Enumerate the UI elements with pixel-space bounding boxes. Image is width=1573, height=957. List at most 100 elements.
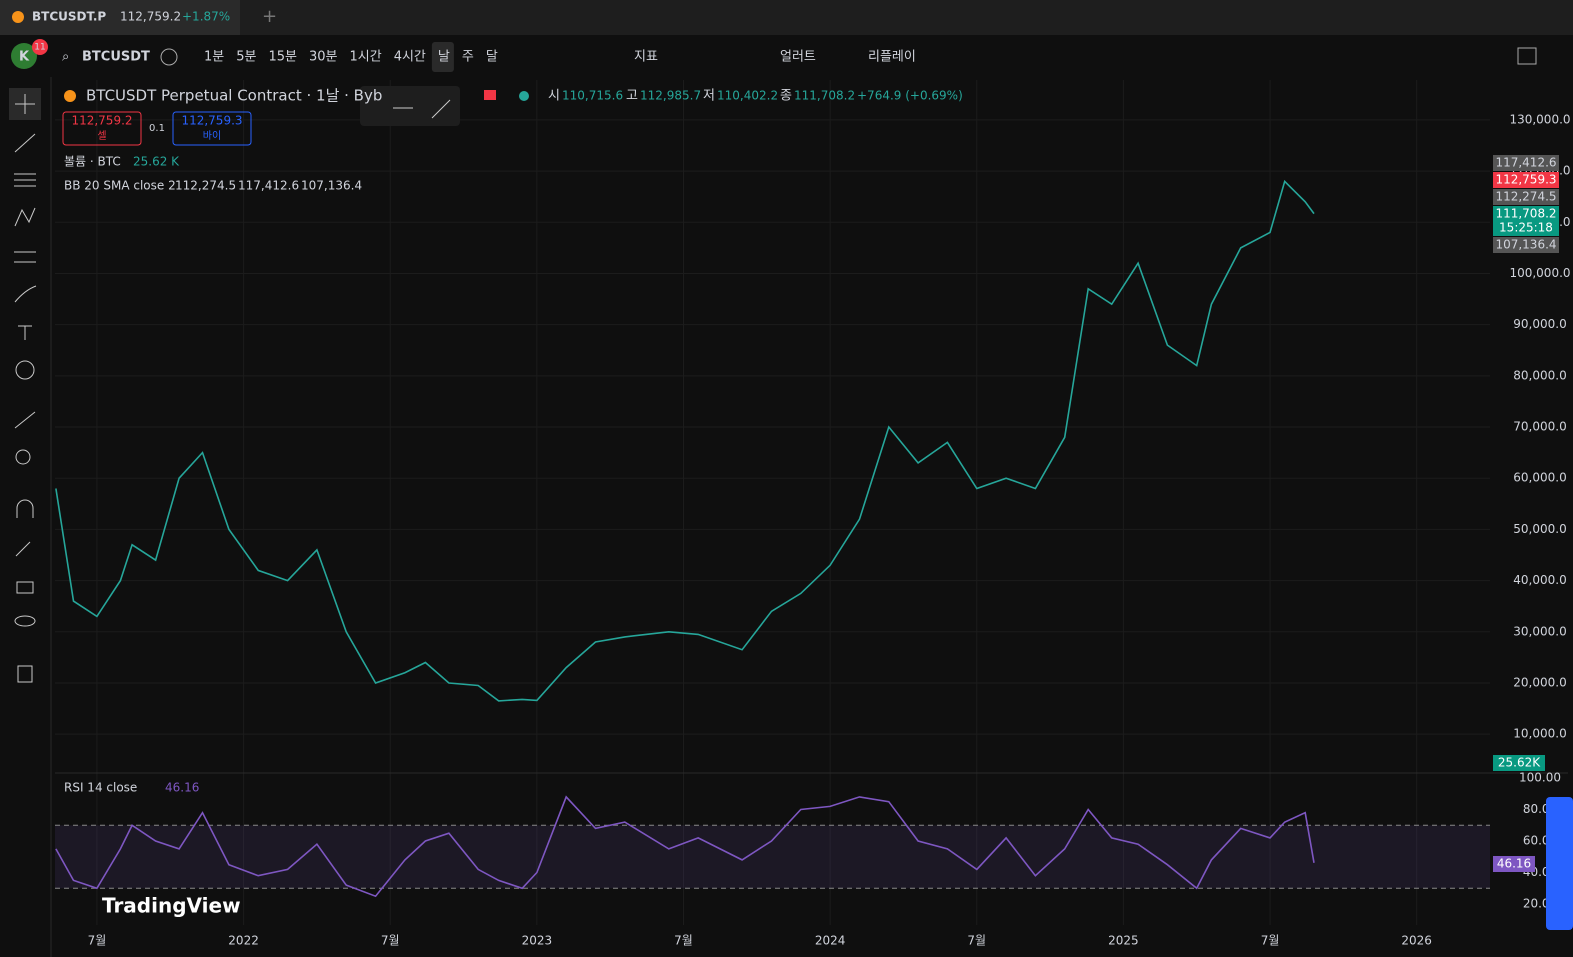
y-tick-label: 60,000.0	[1513, 471, 1566, 485]
search-symbol[interactable]: BTCUSDT	[82, 50, 150, 65]
series-line	[55, 179, 1315, 702]
avatar-letter: K	[19, 50, 30, 65]
y-tick-label: 10,000.0	[1513, 727, 1566, 741]
basis-tag	[1493, 189, 1559, 205]
countdown: 15:25:18	[1499, 221, 1553, 235]
y-tick-label: 130,000.0	[1509, 112, 1570, 126]
y-tick-label: 100.00	[1519, 771, 1561, 785]
volume-label: 볼륨 · BTC	[64, 155, 121, 169]
volume-tag	[1493, 755, 1545, 771]
bb-basis: 112,274.5	[175, 179, 236, 193]
floating-toolbar[interactable]	[360, 86, 460, 126]
price-pane	[55, 80, 1490, 770]
y-tick-label: 50,000.0	[1513, 522, 1566, 536]
market-status	[519, 91, 529, 101]
last-label: 112,759.3	[1495, 173, 1556, 187]
bb-label: BB 20 SMA close 2	[64, 179, 176, 193]
interval-active	[431, 42, 454, 72]
series-line	[55, 795, 1315, 898]
symbol-icon	[64, 90, 76, 102]
new-tab[interactable]: +	[262, 6, 277, 27]
interval-button[interactable]: 날	[438, 50, 450, 65]
x-tick-label: 7월	[381, 934, 400, 948]
toolbar	[0, 35, 1573, 77]
legend-title: BTCUSDT Perpetual Contract · 1날 · Byb	[86, 87, 382, 105]
buy-label: 바이	[203, 130, 221, 142]
interval-button[interactable]: 1분	[204, 50, 224, 65]
interval-button[interactable]: 4시간	[394, 50, 426, 65]
badge	[32, 39, 48, 55]
upper-tag	[1493, 155, 1559, 171]
drawing-tools[interactable]	[9, 88, 41, 683]
compare-button[interactable]	[160, 48, 178, 66]
h-label: 고	[626, 89, 638, 104]
x-tick-label: 2024	[815, 934, 846, 948]
lower-label: 107,136.4	[1495, 238, 1556, 252]
replay-button[interactable]: 리플레이	[868, 50, 916, 65]
tab[interactable]	[0, 0, 240, 35]
l-value: 110,402.2	[717, 89, 778, 103]
x-tick-label: 2026	[1401, 934, 1432, 948]
lower-tag	[1493, 237, 1559, 253]
o-value: 110,715.6	[562, 89, 623, 103]
h-value: 112,985.7	[640, 89, 701, 103]
indicators-button[interactable]: 지표	[634, 50, 658, 65]
side-panel-tab[interactable]	[1546, 797, 1573, 930]
basis-label: 112,274.5	[1495, 190, 1556, 204]
rsi-title: RSI 14 close	[64, 781, 137, 795]
left-sidebar	[0, 77, 51, 957]
o-label: 시	[548, 89, 560, 104]
interval-button[interactable]: 주	[462, 50, 474, 65]
price-labels: 117,412.6 112,759.3 112,274.5 111,708.2 …	[1493, 155, 1559, 771]
y-tick-label: 90,000.0	[1513, 317, 1566, 331]
x-tick-label: 2025	[1108, 934, 1139, 948]
l-label: 저	[703, 89, 715, 104]
y-tick-label: 20,000.0	[1513, 675, 1566, 689]
sell-button[interactable]	[62, 111, 142, 146]
y-tick-label: 30,000.0	[1513, 624, 1566, 638]
y-tick-label: 100,000.0	[1509, 266, 1570, 280]
tab-price: 112,759.2	[120, 10, 181, 24]
coin-icon	[12, 11, 24, 23]
badge-count: 11	[34, 43, 45, 53]
interval-button[interactable]: 5분	[236, 50, 256, 65]
y-tick-label: 40,000.0	[1513, 573, 1566, 587]
last-tag	[1493, 172, 1559, 188]
spread: 0.1	[149, 123, 165, 134]
tool-icon[interactable]	[431, 99, 451, 119]
close-label: 111,708.2	[1495, 207, 1556, 221]
x-tick-label: 7월	[674, 934, 693, 948]
upper-label: 117,412.6	[1495, 156, 1556, 170]
tab-symbol: BTCUSDT.P	[32, 10, 106, 24]
y-tick-label: 70,000.0	[1513, 420, 1566, 434]
volume-axis-label: 25.62K	[1498, 756, 1541, 770]
tab-bar	[0, 0, 1573, 35]
rsi-value: 46.16	[165, 781, 199, 795]
sell-price: 112,759.2	[71, 114, 132, 128]
interval-button[interactable]: 15분	[268, 50, 297, 65]
x-tick-label: 2023	[522, 934, 553, 948]
alert-button[interactable]: 얼러트	[780, 50, 816, 65]
interval-button[interactable]: 달	[486, 50, 498, 65]
close-tag	[1493, 206, 1559, 236]
rsi-axis-label: 46.16	[1497, 857, 1531, 871]
watermark: TradingView	[102, 894, 241, 918]
x-tick-label: 7월	[88, 934, 107, 948]
flag[interactable]	[484, 90, 496, 100]
bb-upper: 117,412.6	[238, 179, 299, 193]
buy-button[interactable]	[172, 111, 252, 146]
x-tick-label: 7월	[1261, 934, 1280, 948]
interval-button[interactable]: 1시간	[350, 50, 382, 65]
volume-value: 25.62 K	[133, 155, 180, 169]
interval-button[interactable]: 30분	[309, 50, 338, 65]
bb-lower: 107,136.4	[301, 179, 362, 193]
avatar[interactable]	[11, 43, 37, 69]
change-value: +764.9 (+0.69%)	[857, 89, 963, 103]
sell-label: 셀	[97, 130, 106, 142]
layout-button[interactable]	[1517, 47, 1537, 65]
tab-change: +1.87%	[182, 10, 230, 24]
y-tick-label: 80,000.0	[1513, 368, 1566, 382]
c-value: 111,708.2	[794, 89, 855, 103]
rsi-band	[55, 825, 1490, 889]
